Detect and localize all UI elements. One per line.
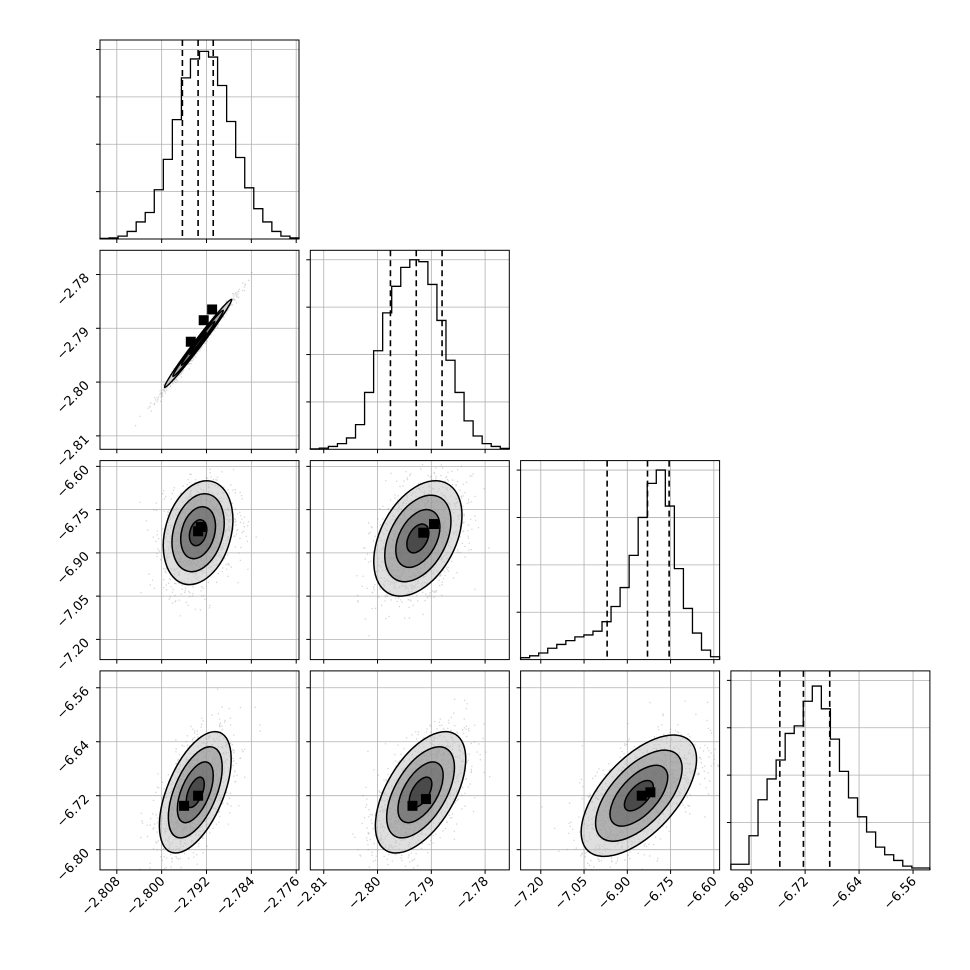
panel-frame [99,39,300,240]
density-peak [418,527,429,538]
x-tick-label: −6.72 [773,874,812,913]
scatter-panel-3-0 [96,670,300,874]
y-tick-label: −6.80 [54,846,93,885]
panel-content [100,460,299,660]
density-peak [185,336,196,347]
x-tick-label: −6.64 [827,874,866,913]
panel-content [100,670,299,870]
density-peak [429,519,440,530]
density-peak [645,787,656,798]
histogram-panel-1 [306,249,510,454]
y-tick-label: −7.05 [54,592,93,631]
density-peak [636,790,647,801]
scatter-panel-1-0 [96,249,300,454]
x-tick-label: −2.808 [79,874,124,919]
panel-frame [99,249,300,450]
x-tick-label: −7.05 [552,874,591,913]
x-tick-label: −2.792 [169,874,214,919]
y-tick-label: −6.60 [54,463,93,502]
panel-frame [309,670,510,871]
density-peak [198,315,209,326]
x-tick-label: −6.90 [595,874,634,913]
panel-frame [309,460,510,661]
x-tick-label: −6.56 [881,874,920,913]
scatter-panel-3-2 [516,670,721,874]
x-tick-label: −2.78 [453,874,492,913]
scatter-panel-3-1 [306,670,510,874]
panel-frame [99,670,300,871]
density-peak [420,794,431,805]
histogram-step [99,50,300,240]
density-contour [188,331,208,356]
y-tick-label: −6.56 [54,684,93,723]
scatter-panel-2-1 [306,460,510,664]
x-tick-label: −2.784 [214,874,259,919]
panel-frame [520,460,721,661]
y-tick-label: −6.90 [54,549,93,588]
panel-content [100,250,299,450]
histogram-panel-3 [726,670,931,874]
y-tick-label: −2.79 [54,325,93,364]
y-tick-label: −2.80 [54,378,93,417]
panel-frame [520,670,721,871]
y-tick-label: −6.72 [54,792,93,831]
density-peak [195,521,206,532]
panel-frame [309,249,510,450]
panel-content [310,460,510,660]
panel-content [520,670,720,870]
y-tick-label: −7.20 [54,636,93,675]
panel-frame [730,670,931,871]
x-tick-label: −6.80 [719,874,758,913]
histogram-step [309,259,510,450]
panel-content [310,670,510,870]
y-tick-label: −2.78 [54,271,93,310]
histogram-panel-0 [96,39,300,243]
density-peak [193,790,204,801]
x-tick-label: −2.79 [399,874,438,913]
x-tick-label: −6.60 [682,874,721,913]
x-tick-label: −7.20 [509,874,548,913]
histogram-panel-2 [516,460,721,664]
scatter-panel-2-0 [96,460,300,664]
x-tick-label: −2.80 [346,874,385,913]
histogram-step [519,469,721,660]
y-tick-label: −6.64 [54,738,93,777]
y-tick-label: −2.81 [54,432,93,471]
x-tick-label: −2.800 [124,874,169,919]
density-peak [179,800,190,811]
y-tick-label: −6.75 [54,506,93,545]
x-tick-label: −6.75 [639,874,678,913]
density-peak [407,800,418,811]
panel-frame [99,460,300,661]
density-peak [207,304,218,315]
